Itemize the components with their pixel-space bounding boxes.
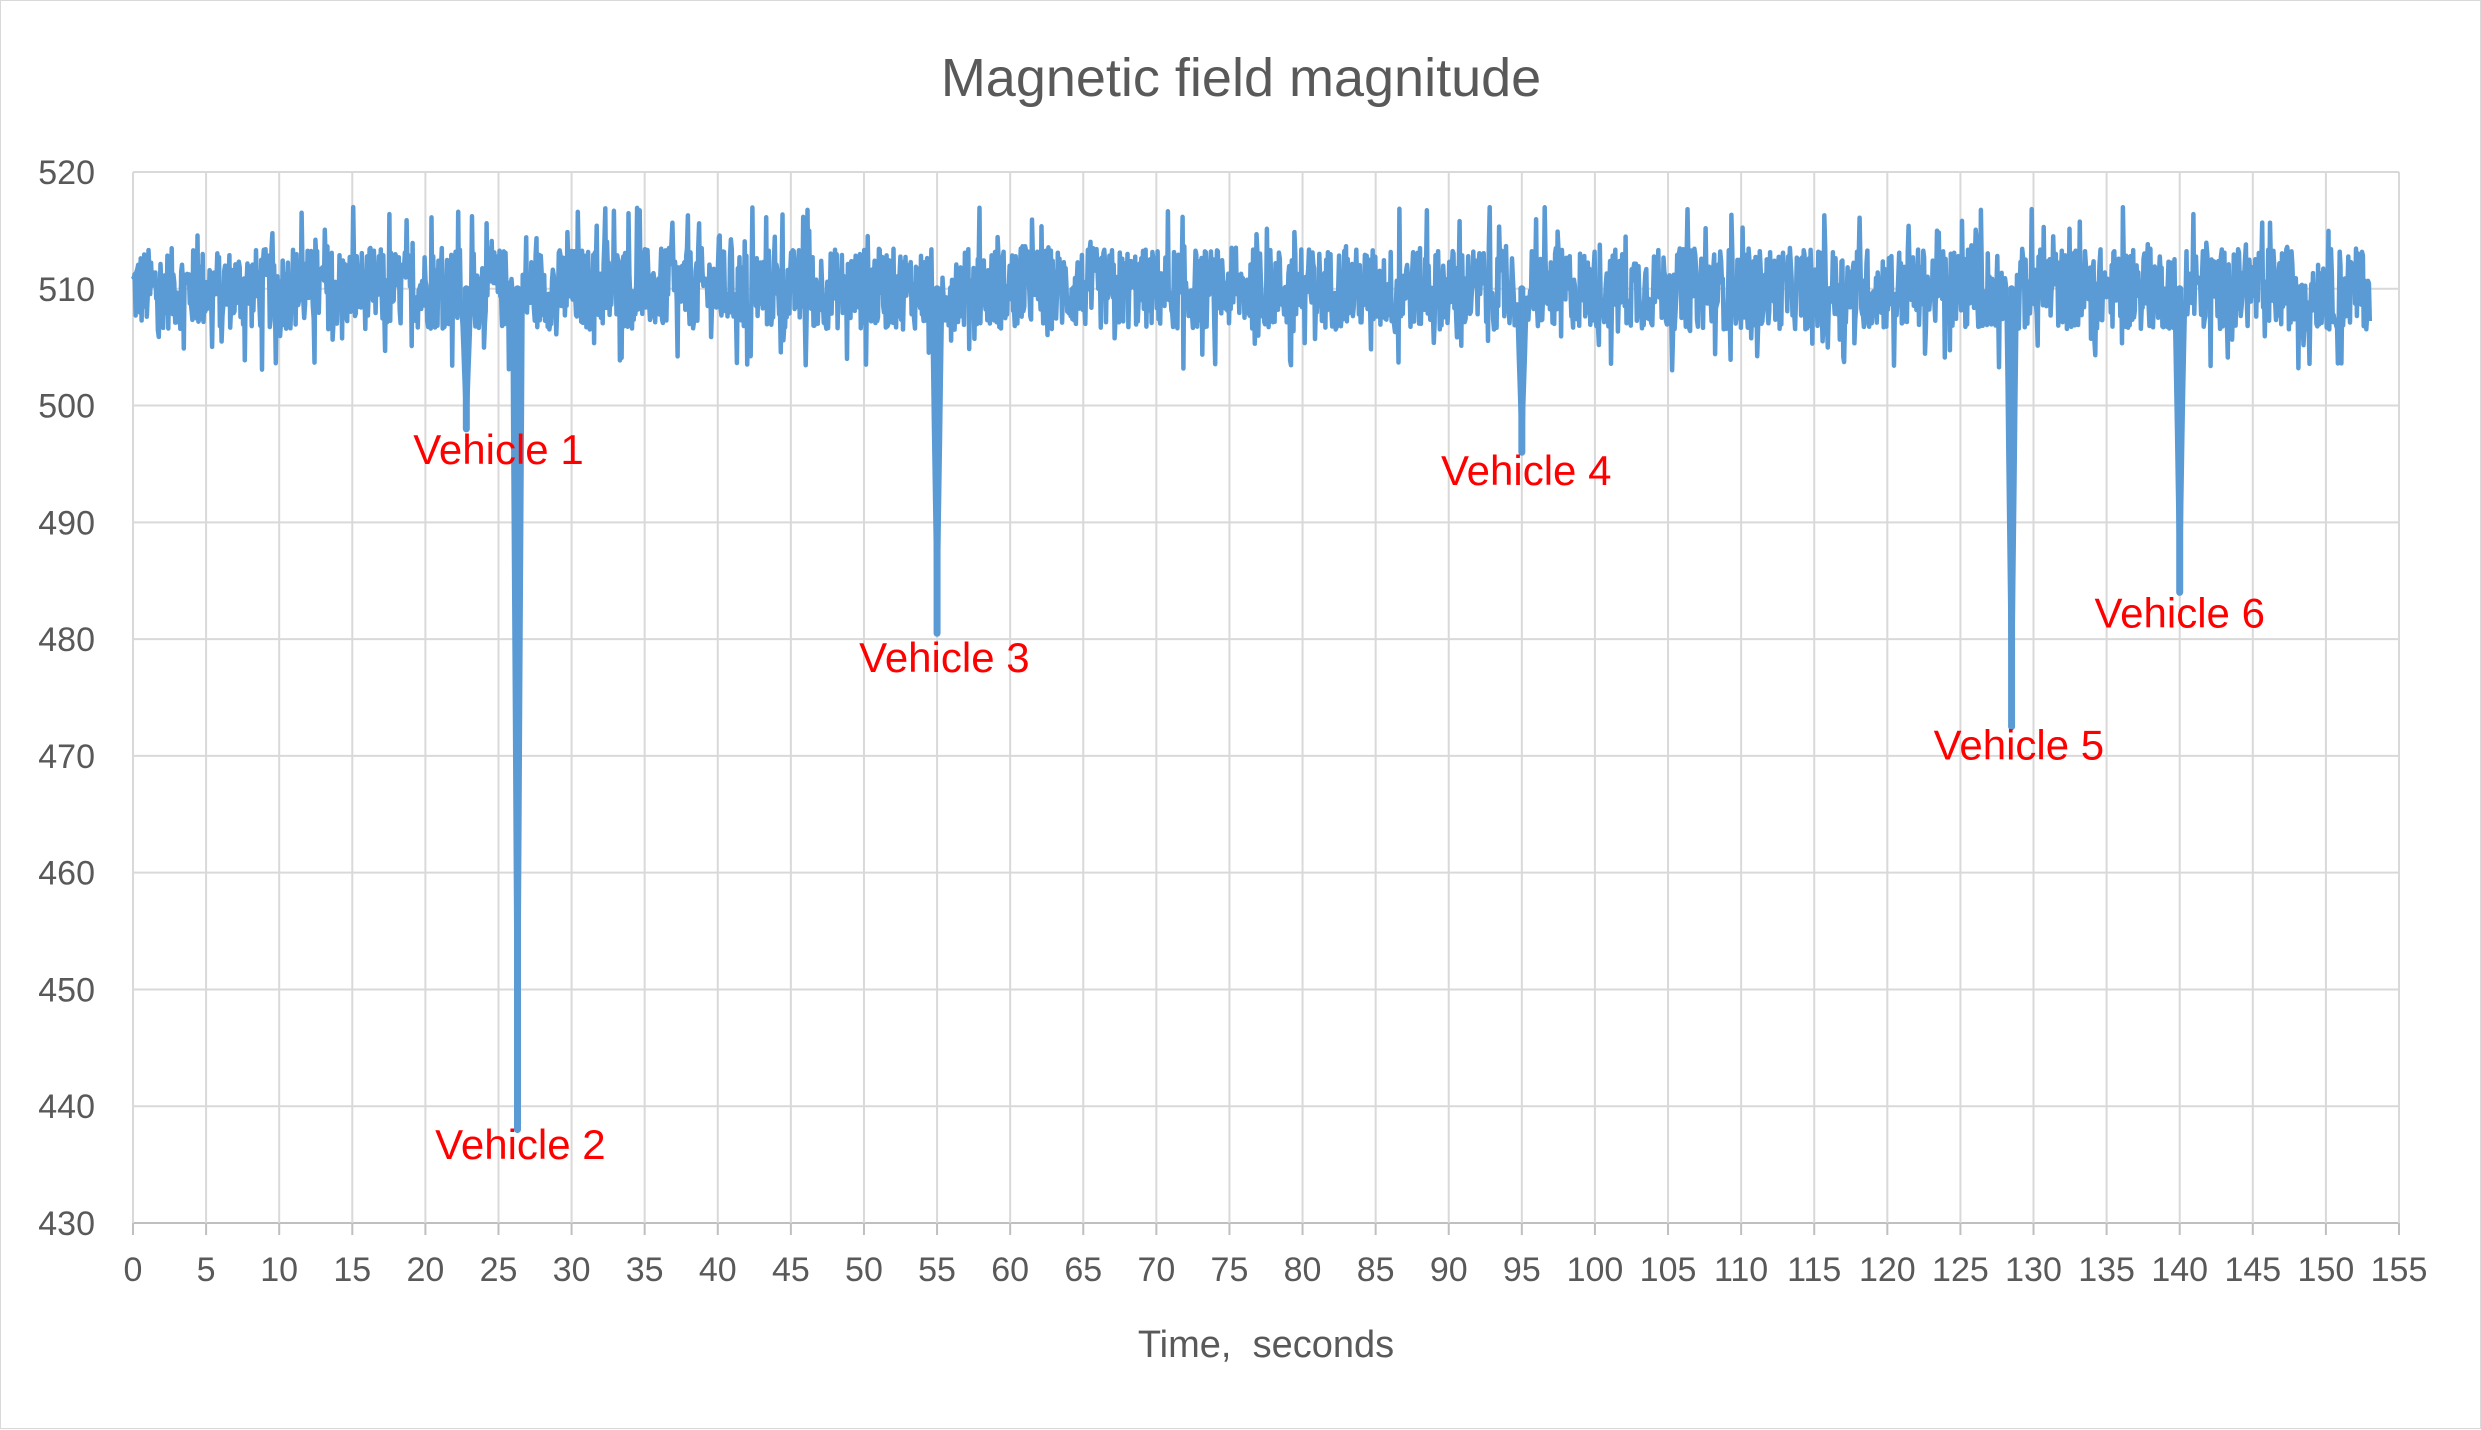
series-group xyxy=(130,204,2373,1134)
vehicle-annotation: Vehicle 1 xyxy=(413,426,583,473)
x-tick-label: 25 xyxy=(480,1251,518,1289)
x-tick-label: 100 xyxy=(1567,1251,1624,1289)
vehicle-annotation: Vehicle 2 xyxy=(435,1121,605,1168)
annotations: Vehicle 1 Vehicle 2 Vehicle 3 Vehicle 4 Vehi… xyxy=(413,426,2265,1168)
x-tick-label: 5 xyxy=(197,1251,216,1289)
x-gridlines xyxy=(132,172,2400,1235)
x-tick-label: 45 xyxy=(772,1251,810,1289)
x-tick-label: 125 xyxy=(1932,1251,1989,1289)
x-tick-label: 20 xyxy=(406,1251,444,1289)
x-tick-label: 150 xyxy=(2298,1251,2355,1289)
x-tick-label: 115 xyxy=(1787,1251,1841,1289)
x-axis-title: Time, seconds xyxy=(1138,1324,1394,1366)
x-tick-label: 15 xyxy=(333,1251,371,1289)
x-tick-label: 70 xyxy=(1137,1251,1175,1289)
vehicle-annotation: Vehicle 6 xyxy=(2094,589,2264,636)
x-tick-label: 105 xyxy=(1640,1251,1697,1289)
y-tick-label: 430 xyxy=(38,1205,95,1243)
y-tick-label: 460 xyxy=(38,855,95,893)
x-tick-label: 120 xyxy=(1859,1251,1916,1289)
x-tick-label: 30 xyxy=(553,1251,591,1289)
vehicle-annotation: Vehicle 4 xyxy=(1441,447,1611,494)
x-tick-label: 60 xyxy=(991,1251,1029,1289)
x-tick-label: 50 xyxy=(845,1251,883,1289)
y-tick-label: 520 xyxy=(38,154,95,192)
x-tick-label: 75 xyxy=(1211,1251,1249,1289)
x-tick-label: 35 xyxy=(626,1251,664,1289)
series-line xyxy=(130,204,2373,1132)
x-tick-label: 155 xyxy=(2371,1251,2428,1289)
y-tick-label: 440 xyxy=(38,1088,95,1126)
x-tick-label: 55 xyxy=(918,1251,956,1289)
y-tick-label: 510 xyxy=(38,271,95,309)
vehicle-annotation: Vehicle 3 xyxy=(859,634,1029,681)
x-tick-label: 10 xyxy=(260,1251,298,1289)
x-tick-labels: 0 5 10 15 20 25 30 35 40 45 50 55 60 65 70 75 80 85 90 95 10… xyxy=(124,1251,2428,1289)
y-gridlines xyxy=(133,171,2399,1224)
y-tick-labels: 430 440 450 460 470 480 490 500 510 520 xyxy=(38,154,95,1243)
y-tick-label: 470 xyxy=(38,738,95,776)
x-tick-label: 65 xyxy=(1064,1251,1102,1289)
y-tick-label: 480 xyxy=(38,621,95,659)
x-tick-label: 40 xyxy=(699,1251,737,1289)
x-tick-label: 95 xyxy=(1503,1251,1541,1289)
x-tick-label: 90 xyxy=(1430,1251,1468,1289)
x-tick-label: 140 xyxy=(2151,1251,2208,1289)
x-tick-label: 135 xyxy=(2078,1251,2135,1289)
x-tick-label: 130 xyxy=(2005,1251,2062,1289)
chart-title: Magnetic field magnitude xyxy=(941,48,1541,108)
x-tick-label: 85 xyxy=(1357,1251,1395,1289)
x-tick-label: 145 xyxy=(2224,1251,2281,1289)
y-tick-label: 500 xyxy=(38,388,95,426)
vehicle-annotation: Vehicle 5 xyxy=(1934,721,2104,768)
y-tick-label: 450 xyxy=(38,971,95,1009)
x-tick-label: 110 xyxy=(1714,1251,1768,1289)
x-tick-label: 80 xyxy=(1284,1251,1322,1289)
x-tick-label: 0 xyxy=(124,1251,143,1289)
y-tick-label: 490 xyxy=(38,504,95,542)
